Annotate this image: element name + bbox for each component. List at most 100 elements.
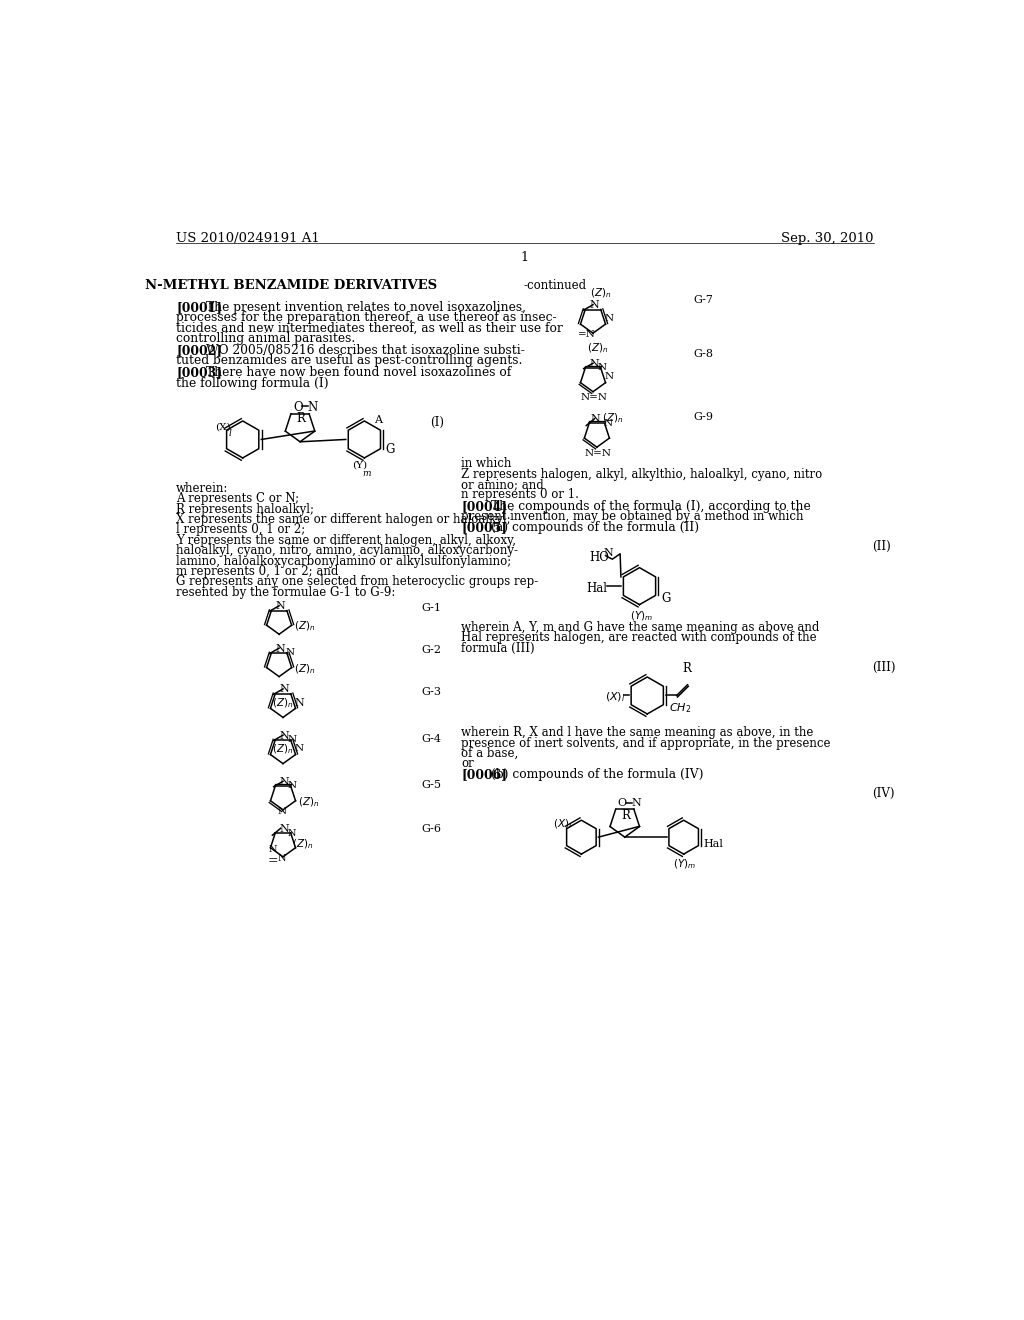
Text: presence of inert solvents, and if appropriate, in the presence: presence of inert solvents, and if appro… (461, 737, 830, 750)
Text: N-METHYL BENZAMIDE DERIVATIVES: N-METHYL BENZAMIDE DERIVATIVES (144, 280, 437, 292)
Text: l represents 0, 1 or 2;: l represents 0, 1 or 2; (176, 524, 305, 536)
Text: A represents C or N;: A represents C or N; (176, 492, 299, 506)
Text: $(Y)_m$: $(Y)_m$ (673, 857, 696, 871)
Text: $(Z)_n$: $(Z)_n$ (601, 411, 623, 425)
Text: 1: 1 (521, 251, 528, 264)
Text: m: m (362, 469, 371, 478)
Text: Hal: Hal (587, 582, 608, 595)
Text: G-1: G-1 (421, 603, 441, 612)
Text: =: = (267, 854, 279, 867)
Text: HO: HO (589, 552, 609, 565)
Text: Hal represents halogen, are reacted with compounds of the: Hal represents halogen, are reacted with… (461, 631, 817, 644)
Text: N: N (280, 730, 289, 741)
Text: N: N (275, 601, 285, 611)
Text: R: R (622, 809, 631, 822)
Text: wherein A, Y, m and G have the same meaning as above and: wherein A, Y, m and G have the same mean… (461, 620, 819, 634)
Text: G-7: G-7 (693, 296, 714, 305)
Text: N: N (269, 845, 278, 854)
Text: (X): (X) (215, 422, 230, 432)
Text: G-4: G-4 (421, 734, 441, 743)
Text: l: l (228, 429, 231, 438)
Text: N: N (275, 644, 285, 653)
Text: N: N (280, 684, 289, 694)
Text: N: N (280, 776, 289, 787)
Text: R: R (296, 412, 305, 425)
Text: G-6: G-6 (421, 825, 441, 834)
Text: [0002]: [0002] (176, 345, 222, 356)
Text: N: N (598, 363, 607, 372)
Text: the following formula (I): the following formula (I) (176, 376, 329, 389)
Text: N: N (603, 418, 612, 428)
Text: N: N (288, 735, 297, 744)
Text: $CH_2$: $CH_2$ (669, 702, 691, 715)
Text: R represents haloalkyl;: R represents haloalkyl; (176, 503, 314, 516)
Text: $(X)_l$: $(X)_l$ (604, 690, 625, 705)
Text: The present invention relates to novel isoxazolines,: The present invention relates to novel i… (206, 301, 525, 314)
Text: formula (III): formula (III) (461, 642, 535, 655)
Text: $(Z)_n$: $(Z)_n$ (294, 663, 315, 676)
Text: of a base,: of a base, (461, 747, 518, 760)
Text: N: N (632, 797, 641, 808)
Text: G: G (385, 444, 394, 457)
Text: N: N (288, 829, 296, 838)
Text: =N: =N (578, 330, 595, 339)
Text: haloalkyl, cyano, nitro, amino, acylamino, alkoxycarbony-: haloalkyl, cyano, nitro, amino, acylamin… (176, 544, 518, 557)
Text: G-5: G-5 (421, 780, 441, 789)
Text: ticides and new intermediates thereof, as well as their use for: ticides and new intermediates thereof, a… (176, 322, 563, 335)
Text: N: N (589, 359, 599, 368)
Text: WO 2005/085216 describes that isoxazoline substi-: WO 2005/085216 describes that isoxazolin… (206, 345, 524, 356)
Text: $(Z)_n$: $(Z)_n$ (587, 342, 608, 355)
Text: $(Z)_n$: $(Z)_n$ (272, 696, 294, 710)
Text: [0001]: [0001] (176, 301, 222, 314)
Text: Z represents halogen, alkyl, alkylthio, haloalkyl, cyano, nitro: Z represents halogen, alkyl, alkylthio, … (461, 467, 822, 480)
Text: There have now been found novel isoxazolines of: There have now been found novel isoxazol… (206, 367, 511, 379)
Text: N: N (308, 401, 318, 414)
Text: N: N (280, 824, 289, 834)
Text: N: N (278, 854, 286, 863)
Text: G-8: G-8 (693, 350, 714, 359)
Text: G-9: G-9 (693, 412, 714, 422)
Text: N: N (288, 781, 297, 791)
Text: (a) compounds of the formula (II): (a) compounds of the formula (II) (490, 520, 698, 533)
Text: N: N (295, 698, 304, 708)
Text: controlling animal parasites.: controlling animal parasites. (176, 333, 355, 345)
Text: n represents 0 or 1.: n represents 0 or 1. (461, 488, 580, 502)
Text: or: or (461, 758, 474, 771)
Text: (Y): (Y) (352, 461, 367, 470)
Text: $(Z)_n$: $(Z)_n$ (294, 620, 315, 634)
Text: N=N: N=N (581, 393, 607, 403)
Text: m represents 0, 1 or 2; and: m represents 0, 1 or 2; and (176, 565, 338, 578)
Text: [0003]: [0003] (176, 367, 222, 379)
Text: N: N (295, 744, 304, 754)
Text: G represents any one selected from heterocyclic groups rep-: G represents any one selected from heter… (176, 576, 539, 589)
Text: O: O (617, 797, 627, 808)
Text: N: N (591, 414, 600, 424)
Text: [0005]: [0005] (461, 520, 507, 533)
Text: N: N (589, 300, 599, 310)
Text: wherein R, X and l have the same meaning as above, in the: wherein R, X and l have the same meaning… (461, 726, 814, 739)
Text: G-3: G-3 (421, 688, 441, 697)
Text: (II): (II) (872, 540, 891, 553)
Text: N: N (286, 648, 295, 657)
Text: (b) compounds of the formula (IV): (b) compounds of the formula (IV) (490, 768, 703, 781)
Text: G: G (662, 593, 671, 606)
Text: $(Y)_m$: $(Y)_m$ (630, 610, 653, 623)
Text: R: R (682, 661, 691, 675)
Text: N: N (604, 314, 613, 323)
Text: US 2010/0249191 A1: US 2010/0249191 A1 (176, 231, 319, 244)
Text: A: A (374, 414, 382, 425)
Text: [0004]: [0004] (461, 500, 507, 513)
Text: Sep. 30, 2010: Sep. 30, 2010 (781, 231, 873, 244)
Text: N: N (603, 548, 612, 558)
Text: O: O (294, 401, 303, 414)
Text: $(Z)_n$: $(Z)_n$ (272, 742, 294, 756)
Text: X represents the same or different halogen or haloalkyl;: X represents the same or different halog… (176, 513, 511, 525)
Text: -continued: -continued (523, 280, 587, 292)
Text: tuted benzamides are useful as pest-controlling agents.: tuted benzamides are useful as pest-cont… (176, 354, 522, 367)
Text: (IV): (IV) (872, 787, 895, 800)
Text: processes for the preparation thereof, a use thereof as insec-: processes for the preparation thereof, a… (176, 312, 557, 325)
Text: N=N: N=N (585, 449, 611, 458)
Text: or amino; and: or amino; and (461, 478, 544, 491)
Text: N: N (278, 807, 287, 816)
Text: (III): (III) (872, 661, 896, 673)
